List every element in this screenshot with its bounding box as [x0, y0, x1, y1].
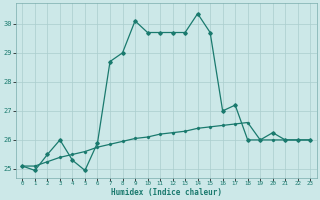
X-axis label: Humidex (Indice chaleur): Humidex (Indice chaleur) — [111, 188, 222, 197]
